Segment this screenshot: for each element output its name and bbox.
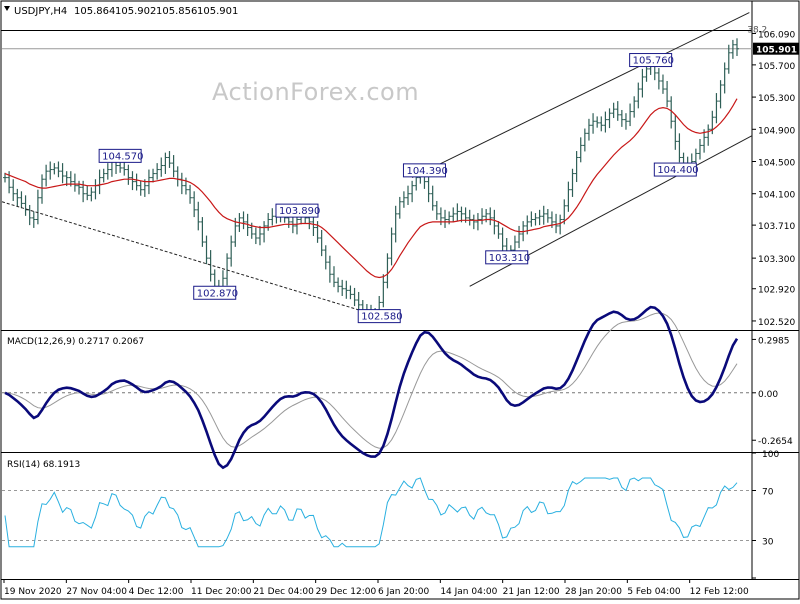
price-tick-label: 104.100 <box>758 191 795 201</box>
watermark: ActionForex.com <box>212 78 420 106</box>
time-axis-label: 14 Jan 04:00 <box>440 587 497 597</box>
current-price-label: 105.901 <box>756 46 797 56</box>
time-axis-label: 11 Dec 20:00 <box>191 587 252 597</box>
time-axis-label: 27 Nov 04:00 <box>66 587 127 597</box>
dropdown-triangle-icon <box>4 6 10 11</box>
macd-tick-label: -0.2654 <box>758 437 793 447</box>
price-annotation-box <box>275 203 319 218</box>
rsi-label: RSI(14) 68.1913 <box>7 460 80 470</box>
rsi-tick-label: 100 <box>762 450 779 460</box>
price-annotation-box <box>629 53 673 68</box>
falling-trendline <box>1 201 380 317</box>
channel-upper-line <box>411 12 750 179</box>
high-value: 105.902 <box>115 6 156 17</box>
price-annotation-label: 103.890 <box>279 206 320 217</box>
time-axis-label: 19 Nov 2020 <box>4 587 62 597</box>
symbol-label: USDJPY,H4 <box>14 6 67 17</box>
time-axis-label: 21 Dec 04:00 <box>253 587 314 597</box>
time-axis-label: 28 Jan 20:00 <box>565 587 622 597</box>
price-annotation-label: 104.570 <box>102 151 143 162</box>
macd-label: MACD(12,26,9) 0.2717 0.2067 <box>7 337 144 347</box>
time-axis-label: 12 Feb 12:00 <box>690 587 749 597</box>
time-axis-label: 21 Jan 12:00 <box>503 587 560 597</box>
price-annotation-box <box>653 162 697 177</box>
price-tick-label: 102.520 <box>758 318 795 328</box>
time-axis-label: 5 Feb 04:00 <box>627 587 681 597</box>
rsi-tick-label: 70 <box>762 488 774 498</box>
price-tick-label: 103.710 <box>758 222 795 232</box>
time-axis-label: 4 Dec 12:00 <box>129 587 184 597</box>
price-annotation-label: 104.400 <box>657 165 698 176</box>
price-tick-label: 105.300 <box>758 94 795 104</box>
macd-tick-label: 0.00 <box>758 390 778 400</box>
moving-average-line <box>4 98 738 279</box>
price-tick-label: 104.500 <box>758 159 795 169</box>
rsi-tick-label: 30 <box>762 538 774 548</box>
open-value: 105.864 <box>74 6 115 17</box>
price-annotation-label: 102.580 <box>361 312 402 323</box>
rsi-line <box>4 477 738 548</box>
macd-signal-line <box>4 312 738 449</box>
price-annotation-box <box>402 163 446 178</box>
price-annotation-label: 103.310 <box>489 253 530 264</box>
macd-tick-label: 0.2985 <box>758 336 790 346</box>
fibonacci-label: 38.2 <box>747 26 767 36</box>
price-annotation-box <box>485 250 529 265</box>
close-value: 105.901 <box>197 6 238 17</box>
price-annotation-box <box>98 148 142 163</box>
current-price-badge <box>753 42 799 55</box>
price-annotation-label: 105.760 <box>633 56 674 67</box>
price-tick-label: 104.900 <box>758 126 795 136</box>
low-value: 105.856 <box>156 6 197 17</box>
price-tick-label: 106.090 <box>758 30 795 40</box>
price-annotation-box <box>193 285 237 300</box>
macd-line <box>4 305 739 470</box>
price-annotation-box <box>357 309 401 324</box>
time-axis-label: 6 Jan 20:00 <box>378 587 430 597</box>
price-annotation-label: 104.390 <box>406 166 447 177</box>
price-tick-label: 103.300 <box>758 255 795 265</box>
time-axis-label: 29 Dec 12:00 <box>316 587 377 597</box>
price-annotation-label: 102.870 <box>197 288 238 299</box>
price-tick-label: 105.700 <box>758 62 795 72</box>
price-tick-label: 102.920 <box>758 286 795 296</box>
